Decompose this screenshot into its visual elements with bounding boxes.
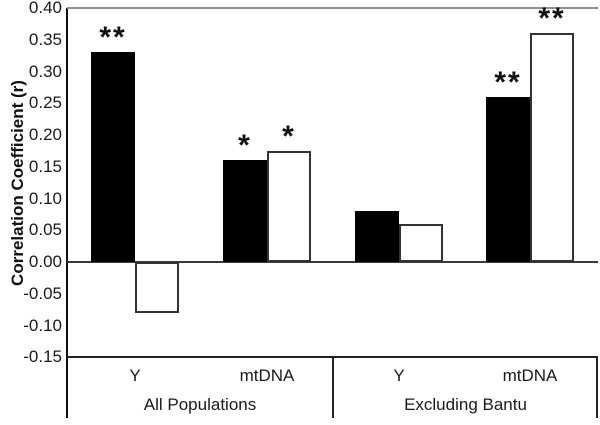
y-tick-label: -0.15	[23, 347, 62, 367]
y-tick-label: 0.35	[28, 29, 62, 49]
bar-filled-mtdna-3	[486, 97, 530, 262]
y-tick-label: 0.05	[28, 220, 62, 240]
significance-label: *	[282, 120, 296, 153]
category-label-mtdna-3: mtDNA	[502, 366, 558, 385]
y-tick-label: 0.40	[28, 0, 62, 17]
y-axis-title: Correlation Coefficient (r)	[8, 80, 27, 286]
group-separator-line	[332, 357, 334, 418]
group-label-0: All Populations	[143, 395, 257, 414]
label-area-right-border	[596, 357, 598, 418]
zero-axis-line	[67, 261, 598, 263]
y-tick-label: -0.10	[23, 315, 62, 335]
plot-top-border	[67, 7, 598, 9]
group-label-1: Excluding Bantu	[404, 395, 527, 414]
category-label-y-0: Y	[129, 366, 141, 385]
bar-open-y-0	[135, 262, 179, 313]
significance-label: **	[538, 2, 566, 35]
bar-filled-y-0	[91, 52, 135, 262]
y-axis-line	[66, 8, 68, 418]
y-tick-label: 0.15	[28, 156, 62, 176]
significance-label: **	[99, 21, 127, 54]
category-label-mtdna-1: mtDNA	[239, 366, 295, 385]
bar-filled-mtdna-1	[223, 160, 267, 262]
y-tick-label: 0.20	[28, 125, 62, 144]
y-tick-label: 0.30	[28, 61, 62, 81]
bar-open-mtdna-1	[267, 151, 311, 262]
y-tick-label: 0.00	[28, 252, 62, 271]
y-tick-label: -0.05	[23, 283, 62, 303]
bar-open-mtdna-3	[530, 33, 574, 262]
y-tick-label: 0.25	[28, 93, 62, 113]
bar-open-y-2	[399, 224, 443, 262]
category-label-y-2: Y	[393, 366, 405, 385]
bar-filled-y-2	[355, 211, 399, 262]
significance-label: *	[238, 129, 252, 162]
y-tick-label: 0.10	[28, 188, 62, 208]
significance-label: **	[494, 66, 522, 99]
